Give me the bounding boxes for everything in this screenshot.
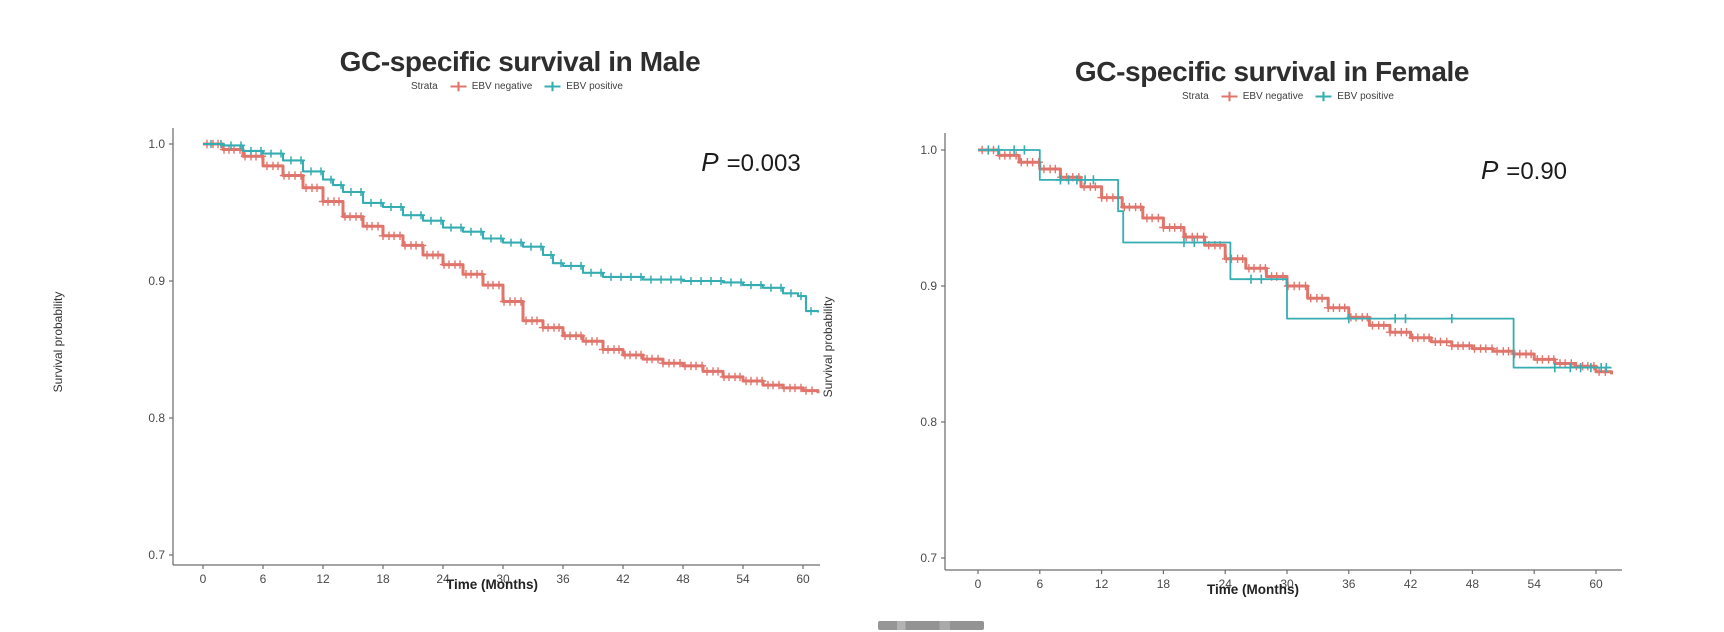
- female-p-value: P =0.90: [1481, 155, 1567, 186]
- legend-item-label: EBV positive: [566, 81, 623, 92]
- legend-item-ebv-positive: EBV positive: [543, 81, 623, 92]
- x-tick-label: 12: [316, 572, 330, 586]
- female-legend: Strata EBV negative EBV positive: [938, 91, 1638, 102]
- x-tick-label: 0: [975, 577, 982, 591]
- x-tick-label: 48: [676, 572, 690, 586]
- male-p-value: P =0.003: [701, 147, 800, 178]
- plus-marker-icon: [450, 81, 467, 92]
- cropped-caption-fragment: [878, 621, 984, 630]
- legend-item-label: EBV negative: [1242, 91, 1304, 102]
- female-plot: 1.0 0.9 0.8 0.7 0 6 12 18 24 30 36 42 48 54 60: [920, 133, 1622, 591]
- censor-marks-ebv-positive: [207, 140, 815, 316]
- plus-marker-icon: [1315, 91, 1332, 102]
- y-tick-label: 0.7: [920, 551, 937, 565]
- x-tick-label: 6: [260, 572, 267, 586]
- y-tick-label: 0.8: [920, 415, 937, 429]
- x-tick-label: 60: [796, 572, 810, 586]
- legend-item-label: EBV positive: [1337, 91, 1394, 102]
- y-tick-label: 1.0: [920, 143, 937, 157]
- male-legend: Strata EBV negative EBV positive: [167, 81, 867, 92]
- male-x-axis-label: Time (Months): [446, 577, 538, 592]
- legend-item-ebv-negative: EBV negative: [449, 81, 533, 92]
- x-tick-label: 6: [1036, 577, 1043, 591]
- x-tick-label: 18: [376, 572, 390, 586]
- km-curve-ebv-negative: [203, 142, 820, 394]
- male-chart-title: GC-specific survival in Male: [339, 46, 701, 77]
- x-tick-label: 42: [616, 572, 630, 586]
- y-tick-label: 0.7: [148, 548, 165, 562]
- x-tick-label: 24: [1219, 577, 1233, 591]
- axes: [172, 128, 820, 566]
- censor-marks-ebv-positive: [983, 145, 1611, 373]
- female-chart-title: GC-specific survival in Female: [1074, 56, 1470, 87]
- p-number: =0.90: [1506, 158, 1568, 185]
- x-tick-label: 30: [1280, 577, 1294, 591]
- x-tick-label: 36: [1342, 577, 1356, 591]
- x-tick-label: 12: [1095, 577, 1109, 591]
- x-tick-label: 42: [1404, 577, 1418, 591]
- x-tick-label: 18: [1157, 577, 1171, 591]
- plus-marker-icon: [1221, 91, 1238, 102]
- legend-strata-label: Strata: [1182, 91, 1209, 102]
- x-tick-label: 48: [1466, 577, 1480, 591]
- legend-strata-label: Strata: [411, 81, 438, 92]
- male-y-axis-label: Survival probability: [51, 291, 65, 393]
- x-tick-label: 24: [436, 572, 450, 586]
- y-tick-label: 0.9: [148, 274, 165, 288]
- y-tick-label: 0.8: [148, 411, 165, 425]
- p-symbol: P: [701, 147, 719, 177]
- x-tick-label: 54: [1528, 577, 1542, 591]
- axes: [944, 133, 1622, 571]
- x-tick-label: 30: [496, 572, 510, 586]
- legend-item-ebv-negative: EBV negative: [1220, 91, 1304, 102]
- y-tick-label: 0.9: [920, 279, 937, 293]
- male-plot: 1.0 0.9 0.8 0.7 0 6 12 18 24 30 36 42 48 54 60: [148, 128, 820, 586]
- x-tick-label: 60: [1589, 577, 1603, 591]
- plus-marker-icon: [544, 81, 561, 92]
- legend-item-ebv-positive: EBV positive: [1314, 91, 1394, 102]
- x-tick-label: 0: [200, 572, 207, 586]
- p-symbol: P: [1480, 155, 1499, 185]
- legend-item-label: EBV negative: [471, 81, 533, 92]
- y-tick-label: 1.0: [148, 137, 165, 151]
- p-number: =0.003: [726, 150, 801, 177]
- x-tick-label: 36: [556, 572, 570, 586]
- female-x-axis-label: Time (Months): [1207, 582, 1299, 597]
- censor-marks-ebv-negative: [202, 139, 817, 395]
- km-curve-ebv-positive: [978, 149, 1612, 369]
- x-tick-label: 54: [736, 572, 750, 586]
- female-y-axis-label: Survival probability: [821, 296, 835, 398]
